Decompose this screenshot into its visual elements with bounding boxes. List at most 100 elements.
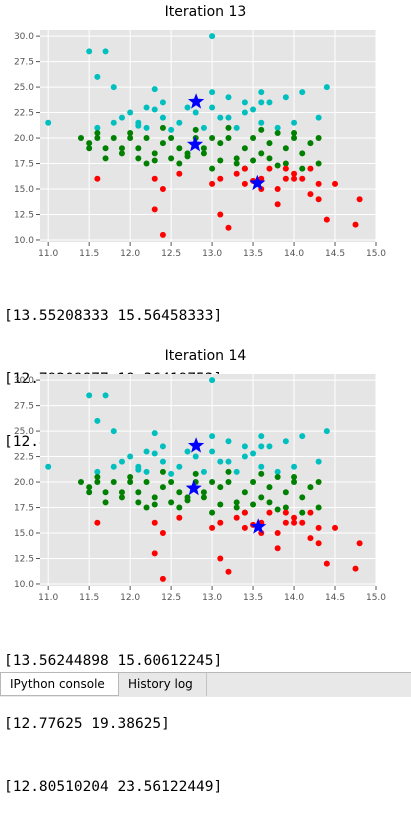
data-point xyxy=(225,568,232,575)
data-point xyxy=(176,160,183,167)
console-tab-bar: IPython console History log xyxy=(0,672,411,697)
data-point xyxy=(323,428,330,435)
data-point xyxy=(192,109,199,116)
tab-ipython-console[interactable]: IPython console xyxy=(0,673,119,696)
data-point xyxy=(233,468,240,475)
data-point xyxy=(110,119,117,126)
data-point xyxy=(86,48,93,55)
data-point xyxy=(217,555,224,562)
data-point xyxy=(258,443,265,450)
data-point xyxy=(233,160,240,167)
data-point xyxy=(258,175,265,182)
data-point xyxy=(151,450,158,457)
x-tick-label: 12.0 xyxy=(120,249,140,259)
data-point xyxy=(332,524,339,531)
centroid-star-marker xyxy=(185,479,202,496)
data-point xyxy=(217,114,224,121)
data-point xyxy=(151,430,158,437)
centroid-star-marker xyxy=(249,174,266,191)
x-tick-label: 12.0 xyxy=(120,593,140,603)
data-point xyxy=(241,109,248,116)
data-point xyxy=(94,417,101,424)
data-point xyxy=(291,119,298,126)
data-point xyxy=(127,109,134,116)
data-point xyxy=(94,135,101,142)
data-point xyxy=(225,468,232,475)
data-point xyxy=(184,497,191,504)
data-point xyxy=(266,499,273,506)
data-point xyxy=(233,170,240,177)
data-point xyxy=(274,506,281,513)
x-tick-label: 11.5 xyxy=(79,593,99,603)
data-point xyxy=(250,501,257,508)
y-tick-label: 25.0 xyxy=(14,427,34,437)
data-point xyxy=(209,135,216,142)
y-tick-label: 10.0 xyxy=(14,236,34,246)
data-point xyxy=(274,473,281,480)
tab-history-log[interactable]: History log xyxy=(119,673,207,696)
data-point xyxy=(86,484,93,491)
data-point xyxy=(209,165,216,172)
data-point xyxy=(291,463,298,470)
data-point xyxy=(352,221,359,228)
data-point xyxy=(282,145,289,152)
data-point xyxy=(217,458,224,465)
data-point xyxy=(282,489,289,496)
data-point xyxy=(143,468,150,475)
data-point xyxy=(323,216,330,223)
data-point xyxy=(176,145,183,152)
data-point xyxy=(315,504,322,511)
data-point xyxy=(241,443,248,450)
data-point xyxy=(86,489,93,496)
data-point xyxy=(176,489,183,496)
data-point xyxy=(274,530,281,536)
data-point xyxy=(225,438,232,445)
data-point xyxy=(266,165,273,172)
x-tick-label: 11.5 xyxy=(79,249,99,259)
data-point xyxy=(168,479,175,486)
data-point xyxy=(315,160,322,167)
data-point xyxy=(266,443,273,450)
data-point xyxy=(250,479,257,486)
x-tick-label: 11.0 xyxy=(38,249,58,259)
data-point xyxy=(352,565,359,572)
data-point xyxy=(315,114,322,121)
data-point xyxy=(209,377,216,384)
data-point xyxy=(299,165,306,172)
y-tick-label: 17.5 xyxy=(14,504,34,514)
data-point xyxy=(151,175,158,182)
x-tick-label: 12.5 xyxy=(161,593,181,603)
data-point xyxy=(168,155,175,162)
data-point xyxy=(209,448,216,455)
data-point xyxy=(77,479,84,486)
data-point xyxy=(258,530,265,536)
data-point xyxy=(274,186,281,192)
plot-title: Iteration 14 xyxy=(164,348,247,364)
y-tick-label: 22.5 xyxy=(14,453,34,463)
data-point xyxy=(86,392,93,399)
data-point xyxy=(94,175,101,182)
data-point xyxy=(94,519,101,526)
data-point xyxy=(209,509,216,516)
data-point xyxy=(135,122,142,129)
data-point xyxy=(159,124,166,131)
data-point xyxy=(45,119,52,126)
data-point xyxy=(159,140,166,147)
x-tick-label: 11.0 xyxy=(38,593,58,603)
data-point xyxy=(241,165,248,172)
data-point xyxy=(250,450,257,457)
data-point xyxy=(209,479,216,486)
data-point xyxy=(356,540,363,547)
data-point xyxy=(118,458,125,465)
data-point xyxy=(258,470,265,477)
data-point xyxy=(291,519,298,526)
data-point xyxy=(217,157,224,164)
x-tick-label: 14.5 xyxy=(325,249,345,259)
data-point xyxy=(143,160,150,167)
data-point xyxy=(94,73,101,80)
y-tick-label: 17.5 xyxy=(14,160,34,170)
data-point xyxy=(225,135,232,142)
data-point xyxy=(299,150,306,157)
y-tick-label: 25.0 xyxy=(14,83,34,93)
data-point xyxy=(356,196,363,203)
